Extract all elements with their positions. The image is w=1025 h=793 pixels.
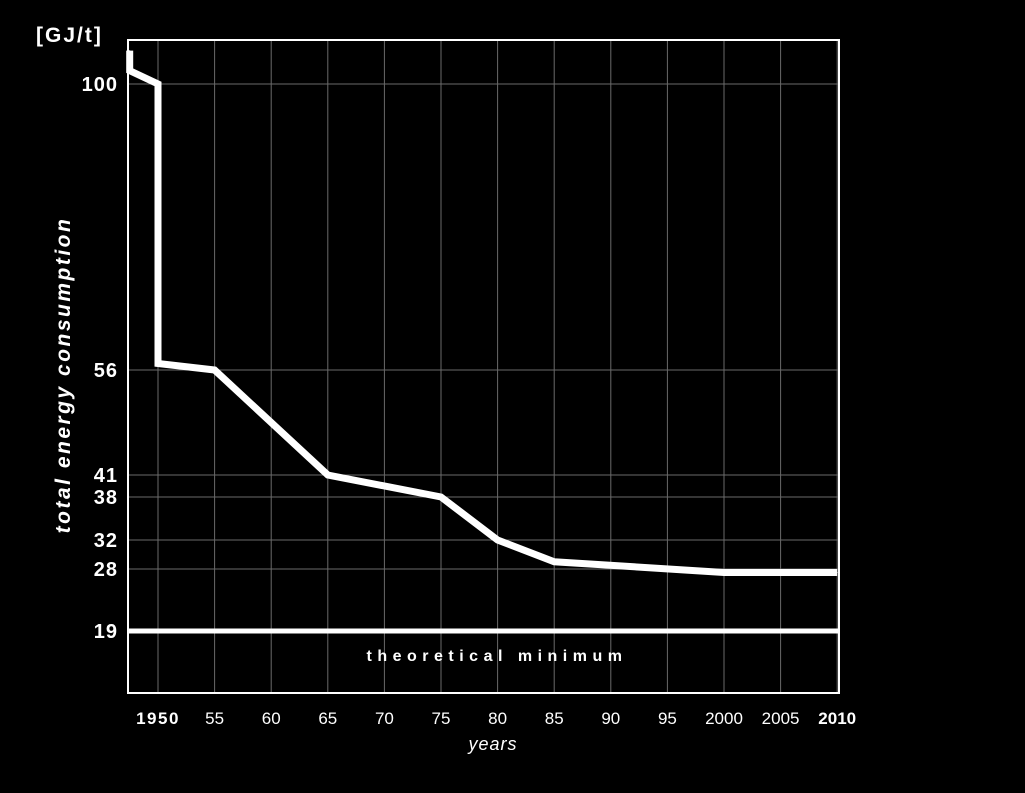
y-tick-label-100: 100 (82, 74, 118, 96)
data-point-1975-38 (440, 496, 442, 498)
data-point-1947.5-102 (129, 70, 131, 72)
x-tick-label-75: 75 (432, 709, 451, 728)
y-axis-label: total energy consumption (52, 217, 75, 534)
x-axis-label: years (466, 734, 517, 754)
data-point-1955-56 (214, 369, 216, 371)
data-point-1950-100 (157, 83, 159, 85)
x-tick-label-80: 80 (488, 709, 507, 728)
data-point-1950-57 (157, 363, 159, 364)
y-tick-label-38: 38 (94, 487, 118, 509)
y-tick-label-56: 56 (94, 360, 118, 382)
y-tick-label-41: 41 (94, 465, 118, 487)
data-point-1980-32 (497, 539, 499, 541)
theoretical-minimum-label: theoretical minimum (367, 648, 628, 665)
data-point-1985-29 (553, 561, 555, 563)
data-point-2010-27.5 (836, 571, 838, 573)
x-tick-labels: 1950 55 60 65 70 75 80 85 90 95 2000 2005 2010 (136, 709, 856, 728)
x-tick-label-2005: 2005 (762, 709, 800, 728)
x-tick-label-65: 65 (318, 709, 337, 728)
x-tick-label-2000: 2000 (705, 709, 743, 728)
x-tick-label-85: 85 (545, 709, 564, 728)
y-tick-label-32: 32 (94, 530, 118, 552)
x-tick-label-55: 55 (205, 709, 224, 728)
y-unit-label: [GJ/t] (36, 24, 103, 47)
series-group (126, 50, 838, 576)
y-tick-label-28: 28 (94, 559, 118, 581)
data-point-1965-41 (327, 474, 329, 476)
plot-frame (127, 39, 840, 694)
x-tick-label-2010: 2010 (818, 709, 856, 728)
x-tick-label-1950: 1950 (136, 709, 180, 728)
x-tick-label-95: 95 (658, 709, 677, 728)
x-tick-label-90: 90 (601, 709, 620, 728)
x-tick-label-70: 70 (375, 709, 394, 728)
data-point-1947.5-105 (129, 50, 131, 52)
grid-lines (128, 40, 839, 693)
x-tick-label-60: 60 (262, 709, 281, 728)
y-tick-label-19: 19 (94, 621, 118, 643)
data-point-2000-27.5 (723, 571, 725, 573)
